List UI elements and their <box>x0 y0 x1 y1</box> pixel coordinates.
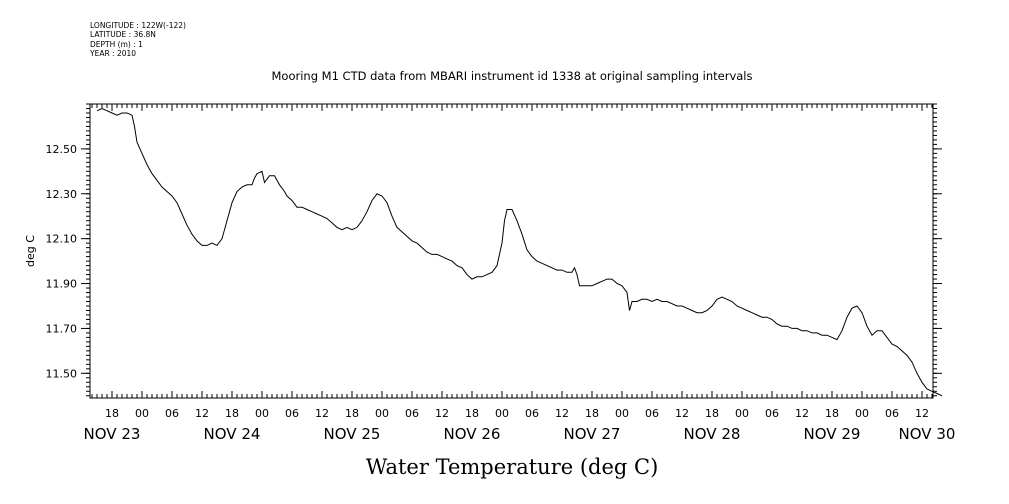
y-tick-label: 11.70 <box>46 322 78 335</box>
longitude-label: LONGITUDE : 122W(-122) <box>90 21 186 30</box>
x-tick-label: 06 <box>885 407 899 420</box>
x-date-label: NOV 30 <box>899 425 956 443</box>
x-tick-label: 12 <box>675 407 689 420</box>
x-tick-label: 06 <box>285 407 299 420</box>
x-tick-label: 12 <box>435 407 449 420</box>
x-tick-label: 06 <box>645 407 659 420</box>
x-tick-label: 06 <box>405 407 419 420</box>
y-tick-label: 12.10 <box>46 233 78 246</box>
x-date-label: NOV 29 <box>804 425 861 443</box>
year-label: YEAR : 2010 <box>90 49 137 59</box>
x-tick-label: 00 <box>855 407 869 420</box>
x-tick-label: 12 <box>555 407 569 420</box>
axis-tick-labels: 11.50 11.70 11.90 12.10 12.30 12.50 18 00 06 12 18… <box>46 143 956 443</box>
x-tick-label: 12 <box>795 407 809 420</box>
chart-title: Mooring M1 CTD data from MBARI instrumen… <box>272 69 753 83</box>
y-tick-label: 11.50 <box>46 367 78 380</box>
x-tick-label: 06 <box>165 407 179 420</box>
x-date-label: NOV 27 <box>564 425 621 443</box>
plot-frame <box>89 103 934 399</box>
x-tick-label: 18 <box>105 407 119 420</box>
x-axis-label: Water Temperature (deg C) <box>366 455 659 479</box>
y-axis-label: deg C <box>24 235 37 267</box>
y-tick-label: 12.50 <box>46 143 78 156</box>
x-tick-label: 18 <box>345 407 359 420</box>
x-tick-label: 12 <box>195 407 209 420</box>
y-tick-label: 11.90 <box>46 278 78 291</box>
x-tick-label: 18 <box>465 407 479 420</box>
x-tick-label: 18 <box>225 407 239 420</box>
x-tick-label: 06 <box>765 407 779 420</box>
x-tick-label: 06 <box>525 407 539 420</box>
x-tick-label: 18 <box>825 407 839 420</box>
metadata-block: LONGITUDE : 122W(-122) LATITUDE : 36.8N … <box>90 21 186 59</box>
x-tick-label: 18 <box>705 407 719 420</box>
x-tick-label: 00 <box>615 407 629 420</box>
x-tick-label: 00 <box>135 407 149 420</box>
x-date-label: NOV 26 <box>444 425 501 443</box>
latitude-label: LATITUDE : 36.8N <box>90 30 156 40</box>
x-tick-label: 12 <box>315 407 329 420</box>
x-date-label: NOV 28 <box>684 425 741 443</box>
x-date-label: NOV 23 <box>84 425 141 443</box>
x-tick-label: 12 <box>915 407 929 420</box>
y-tick-label: 12.30 <box>46 188 78 201</box>
x-date-label: NOV 24 <box>204 425 261 443</box>
x-tick-label: 00 <box>255 407 269 420</box>
x-tick-label: 00 <box>375 407 389 420</box>
x-tick-label: 00 <box>735 407 749 420</box>
axis-ticks <box>81 103 942 398</box>
x-date-label: NOV 25 <box>324 425 381 443</box>
x-tick-label: 00 <box>495 407 509 420</box>
depth-label: DEPTH (m) : 1 <box>90 39 143 49</box>
x-tick-label: 18 <box>585 407 599 420</box>
series-line <box>96 107 943 397</box>
